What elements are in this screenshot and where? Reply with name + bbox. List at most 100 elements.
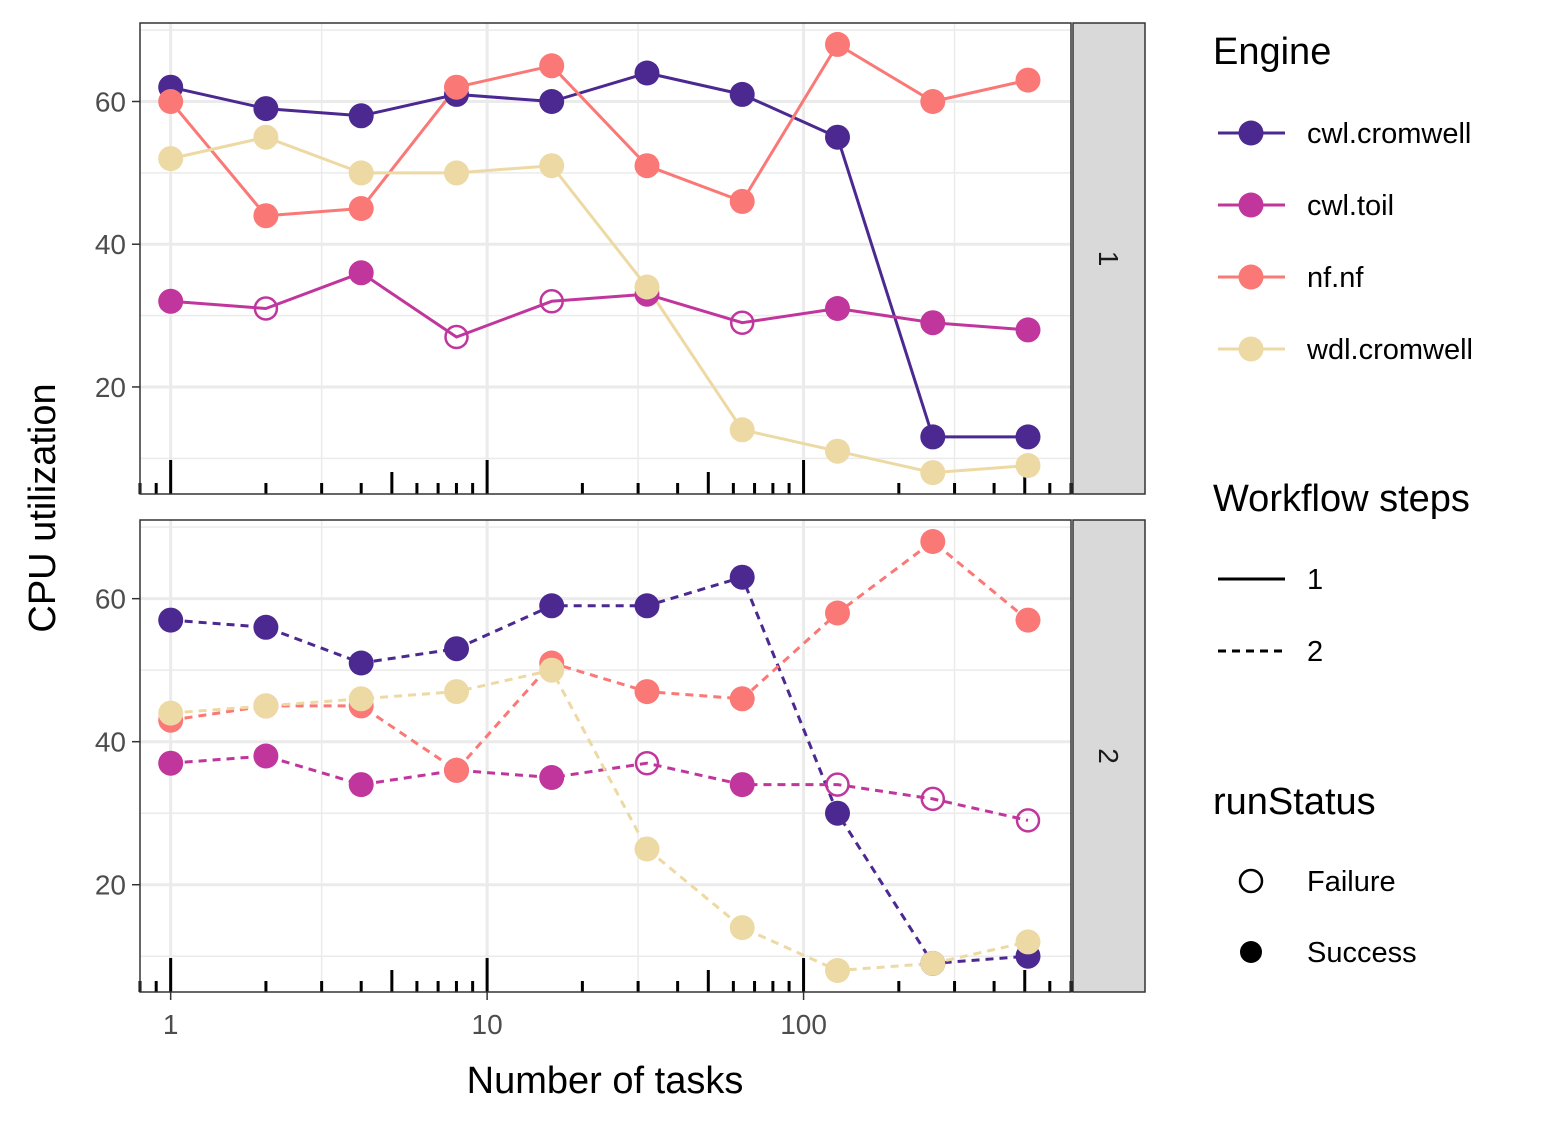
data-point-nf-nf (920, 89, 946, 114)
data-point-nf-nf (825, 31, 850, 57)
data-point-cwl-cromwell (253, 96, 279, 122)
data-point-wdl-cromwell (634, 274, 660, 300)
data-point-cwl-toil (253, 296, 279, 321)
legend-key-point (1238, 120, 1264, 146)
series-line-cwl-toil (170, 271, 1029, 339)
data-point-cwl-toil (158, 750, 184, 776)
data-point-wdl-cromwell (539, 657, 565, 683)
facet-strip-label: 1 (1093, 251, 1124, 267)
data-point-cwl-toil (920, 310, 946, 336)
data-point-cwl-cromwell (253, 614, 279, 640)
legend-key-point (1238, 336, 1264, 362)
y-tick-label: 60 (95, 584, 126, 615)
legend-item-label: 2 (1307, 636, 1323, 668)
data-point-nf-nf (634, 679, 660, 705)
data-point-wdl-cromwell (158, 700, 184, 726)
facet-panel-2: 20 40 60 2 (95, 519, 1146, 993)
data-point-cwl-cromwell (729, 564, 755, 590)
data-point-cwl-cromwell (348, 103, 374, 129)
data-point-cwl-toil (253, 743, 279, 769)
series-line-nf-nf (170, 540, 1029, 772)
panels: 20 40 60 1 20 40 60 2 1 10 100 (95, 22, 1146, 1040)
legend-item-label: cwl.cromwell (1307, 118, 1471, 150)
data-point-cwl-toil (825, 296, 850, 321)
legend-key-point (1238, 264, 1264, 290)
legend-color: Engine cwl.cromwell cwl.toil nf.nf wdl.cromw… (1213, 31, 1473, 366)
legend-title: Workflow steps (1213, 478, 1470, 520)
data-point-wdl-cromwell (539, 153, 565, 179)
legend: Engine cwl.cromwell cwl.toil nf.nf wdl.cromw… (1213, 31, 1473, 969)
data-point-wdl-cromwell (1015, 453, 1041, 478)
x-tick-label: 1 (163, 1009, 179, 1040)
legend-title: runStatus (1213, 781, 1376, 823)
x-axis: 1 10 100 (163, 992, 827, 1040)
data-point-wdl-cromwell (253, 124, 279, 150)
data-point-cwl-toil (634, 750, 660, 776)
data-point-wdl-cromwell (444, 679, 469, 705)
x-axis-title: Number of tasks (467, 1060, 744, 1102)
legend-shape: runStatus Failure Success (1213, 781, 1417, 969)
data-point-nf-nf (253, 203, 279, 229)
data-point-cwl-cromwell (1015, 424, 1041, 450)
data-point-cwl-toil (348, 772, 374, 798)
data-point-cwl-toil (444, 324, 469, 350)
series-line-cwl-cromwell (170, 575, 1029, 965)
data-point-cwl-toil (539, 289, 564, 314)
x-tick-label: 10 (472, 1009, 503, 1040)
panel-border (139, 22, 1072, 495)
legend-item-label: wdl.cromwell (1306, 334, 1473, 366)
series-line-wdl-cromwell (170, 135, 1029, 475)
series-line-cwl-toil (170, 754, 1029, 822)
x-tick-label: 100 (780, 1009, 827, 1040)
data-point-cwl-toil (825, 772, 850, 797)
data-point-wdl-cromwell (158, 146, 184, 172)
data-point-cwl-toil (348, 260, 374, 286)
data-point-cwl-toil (158, 288, 184, 314)
data-point-wdl-cromwell (444, 160, 469, 186)
data-point-cwl-cromwell (539, 89, 565, 114)
data-point-wdl-cromwell (920, 460, 946, 486)
panel-background (140, 520, 1071, 992)
data-point-cwl-cromwell (634, 593, 660, 619)
data-point-wdl-cromwell (825, 438, 850, 464)
legend-item-label: nf.nf (1307, 262, 1364, 294)
legend-item-label: Success (1307, 937, 1417, 969)
data-point-nf-nf (920, 529, 946, 554)
data-point-cwl-toil (729, 310, 755, 335)
data-point-wdl-cromwell (348, 160, 374, 186)
data-point-wdl-cromwell (253, 693, 279, 719)
data-point-cwl-toil (920, 786, 946, 812)
legend-key-shape (1240, 941, 1262, 963)
panel-border (139, 519, 1072, 993)
data-point-nf-nf (729, 188, 755, 214)
data-point-cwl-cromwell (825, 800, 850, 826)
data-point-cwl-cromwell (634, 60, 660, 86)
data-point-nf-nf (444, 757, 469, 783)
data-point-cwl-cromwell (444, 636, 469, 662)
data-point-wdl-cromwell (634, 836, 660, 862)
data-point-cwl-toil (1015, 808, 1041, 833)
legend-item-label: cwl.toil (1307, 190, 1394, 222)
data-point-nf-nf (444, 74, 469, 100)
data-point-wdl-cromwell (729, 417, 755, 443)
series-line-wdl-cromwell (170, 668, 1029, 972)
y-tick-label: 20 (95, 372, 126, 403)
data-point-wdl-cromwell (1015, 929, 1041, 955)
series-line-cwl-cromwell (170, 71, 1028, 439)
data-point-nf-nf (634, 153, 660, 179)
data-point-wdl-cromwell (920, 950, 946, 976)
data-point-wdl-cromwell (729, 915, 755, 941)
y-tick-label: 60 (95, 87, 126, 118)
data-point-nf-nf (348, 196, 374, 221)
data-point-cwl-cromwell (348, 650, 374, 676)
data-point-nf-nf (825, 600, 850, 626)
data-point-cwl-toil (1015, 317, 1041, 343)
legend-item-label: 1 (1307, 564, 1323, 596)
series-line-nf-nf (169, 42, 1029, 218)
facet-strip (1072, 22, 1146, 495)
data-point-cwl-cromwell (920, 424, 946, 450)
data-point-cwl-toil (539, 765, 565, 790)
data-point-wdl-cromwell (348, 686, 374, 712)
facet-panel-1: 20 40 60 1 (95, 22, 1146, 495)
